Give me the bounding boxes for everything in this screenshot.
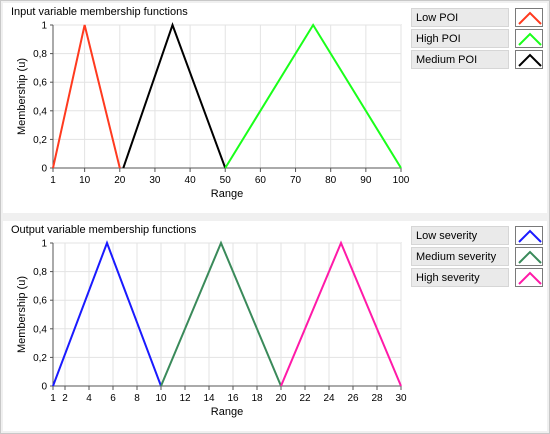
x-tick-label: 10 (155, 393, 167, 404)
x-tick-label: 12 (179, 393, 191, 404)
legend-swatch-icon[interactable] (515, 268, 543, 287)
legend-swatch-icon[interactable] (515, 226, 543, 245)
legend-swatch-icon[interactable] (515, 8, 543, 27)
y-tick-label: 0,6 (33, 78, 47, 89)
y-tick-label: 0,8 (33, 267, 47, 278)
legend-label: High POI (411, 29, 509, 48)
y-tick-label: 0,2 (33, 353, 47, 364)
legend-swatch-icon[interactable] (515, 50, 543, 69)
y-axis-label: Membership (u) (16, 276, 28, 353)
x-tick-label: 100 (393, 175, 410, 186)
output-chart-title: Output variable membership functions (11, 224, 197, 236)
legend-item-low-poi[interactable]: Low POI (411, 8, 547, 27)
y-tick-label: 1 (41, 239, 47, 250)
x-tick-label: 1 (50, 393, 56, 404)
y-tick-label: 0,2 (33, 135, 47, 146)
legend-item-high-severity[interactable]: High severity (411, 268, 547, 287)
legend-item-medium-severity[interactable]: Medium severity (411, 247, 547, 266)
x-tick-label: 16 (227, 393, 239, 404)
plot-area (52, 242, 402, 387)
y-tick-label: 0,6 (33, 296, 47, 307)
legend-label: Low POI (411, 8, 509, 27)
legend-swatch-icon[interactable] (515, 29, 543, 48)
legend-item-medium-poi[interactable]: Medium POI (411, 50, 547, 69)
series-line-low-poi (52, 24, 121, 169)
output-membership-chart: 1 2 4 6 8 10 12 14 16 18 20 22 24 26 28 3000,20,40,60,8… (16, 239, 407, 419)
legend-swatch-icon[interactable] (515, 247, 543, 266)
legend-label: Low severity (411, 226, 509, 245)
input-chart-title: Input variable membership functions (11, 6, 188, 18)
y-tick-label: 0 (41, 164, 47, 175)
output-legend: Low severity Medium severity High severi… (411, 226, 547, 289)
x-tick-label: 1 (50, 175, 56, 186)
x-tick-label: 80 (325, 175, 337, 186)
legend-label: Medium POI (411, 50, 509, 69)
x-tick-label: 70 (290, 175, 302, 186)
series-line-high-severity (280, 240, 402, 387)
x-tick-label: 10 (79, 175, 91, 186)
x-tick-label: 40 (185, 175, 197, 186)
series-line-medium-poi (122, 22, 227, 169)
input-legend: Low POI High POI Medium POI (411, 8, 547, 71)
legend-item-low-severity[interactable]: Low severity (411, 226, 547, 245)
legend-item-high-poi[interactable]: High POI (411, 29, 547, 48)
x-tick-label: 20 (114, 175, 126, 186)
legend-label: High severity (411, 268, 509, 287)
x-tick-label: 6 (110, 393, 116, 404)
y-tick-label: 0,8 (33, 49, 47, 60)
legend-label: Medium severity (411, 247, 509, 266)
x-tick-label: 18 (251, 393, 263, 404)
x-tick-label: 8 (134, 393, 140, 404)
x-tick-label: 60 (255, 175, 267, 186)
series-line-medium-severity (160, 240, 282, 387)
y-tick-label: 0 (41, 382, 47, 393)
x-tick-label: 4 (86, 393, 92, 404)
x-axis-label: Range (211, 188, 243, 200)
x-tick-label: 20 (275, 393, 287, 404)
input-chart-panel: Input variable membership functions 1 10 2… (3, 3, 547, 213)
y-axis-label: Membership (u) (16, 58, 28, 135)
plot-area (52, 24, 402, 169)
x-tick-label: 24 (323, 393, 335, 404)
x-tick-label: 50 (220, 175, 232, 186)
x-axis-label: Range (211, 406, 243, 418)
y-tick-label: 1 (41, 21, 47, 32)
x-tick-label: 14 (203, 393, 215, 404)
x-tick-label: 2 (62, 393, 68, 404)
x-tick-label: 22 (299, 393, 311, 404)
x-tick-label: 30 (149, 175, 161, 186)
series-line-low-severity (52, 240, 162, 387)
x-tick-label: 30 (395, 393, 407, 404)
y-tick-label: 0,4 (33, 324, 47, 335)
x-tick-label: 90 (360, 175, 372, 186)
x-tick-label: 28 (371, 393, 383, 404)
input-membership-chart: 1 10 20 30 40 50 60 70 80 90 100 0 0,2 0,4 0,6 0,8 1 Rang… (16, 21, 410, 201)
series-line-high-poi (224, 23, 402, 169)
y-tick-label: 0,4 (33, 106, 47, 117)
x-tick-label: 26 (347, 393, 359, 404)
